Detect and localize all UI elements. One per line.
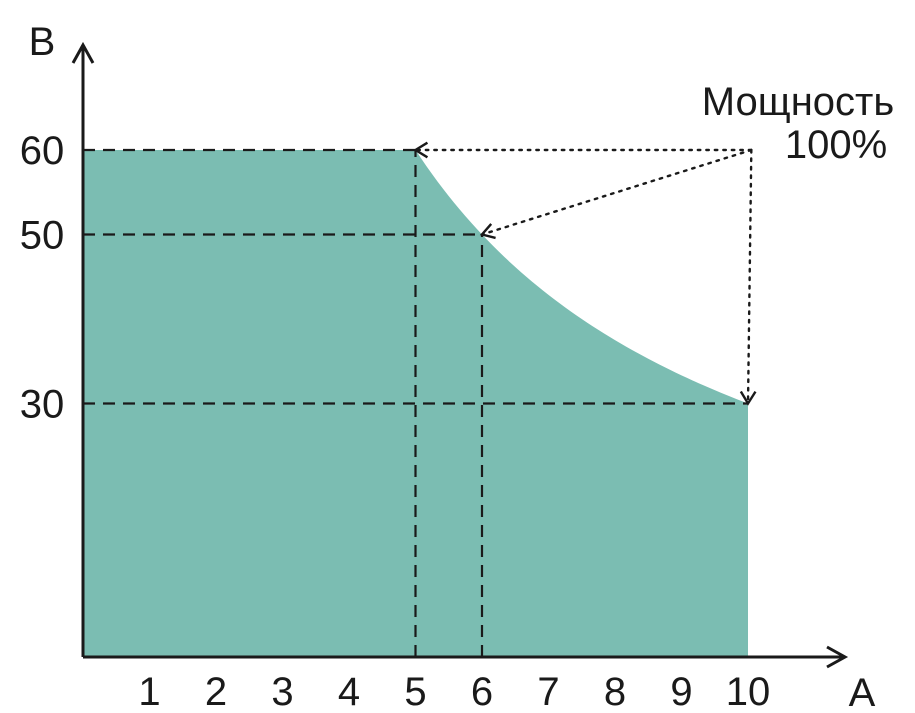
x-tick-label: 8: [604, 670, 626, 713]
x-tick-label: 5: [404, 670, 426, 713]
y-axis-unit-label: В: [29, 20, 56, 64]
x-tick-label: 10: [726, 670, 771, 713]
power-arrow-2: [746, 148, 753, 405]
x-tick-label: 4: [338, 670, 360, 713]
y-tick-label: 50: [20, 214, 65, 258]
guide-lines: [83, 148, 748, 657]
x-axis-arrowhead: [826, 645, 849, 669]
power-arrows: [413, 141, 757, 406]
operating-region: [83, 150, 748, 657]
x-tick-label: 2: [205, 670, 227, 713]
power-arrowhead-0: [413, 141, 429, 159]
y-tick-label: 60: [20, 129, 65, 173]
y-axis-arrowhead: [71, 41, 95, 64]
x-tick-label: 3: [271, 670, 293, 713]
annotation-power-word: Мощность: [702, 80, 894, 124]
power-arrowhead-1: [479, 223, 496, 240]
x-tick-label: 6: [471, 670, 493, 713]
annotation-power-percent: 100%: [785, 123, 887, 167]
x-tick-labels: 1 2 3 4 5 6 7 8 9 10: [138, 670, 770, 713]
x-tick-label: 9: [670, 670, 692, 713]
power-arrow-1: [480, 148, 753, 236]
x-tick-label: 1: [138, 670, 160, 713]
y-tick-label: 30: [20, 383, 65, 427]
power-arrowhead-2: [739, 390, 757, 406]
x-axis-unit-label: А: [849, 671, 876, 713]
y-tick-labels: 30 50 60: [20, 129, 65, 427]
x-tick-label: 7: [537, 670, 559, 713]
